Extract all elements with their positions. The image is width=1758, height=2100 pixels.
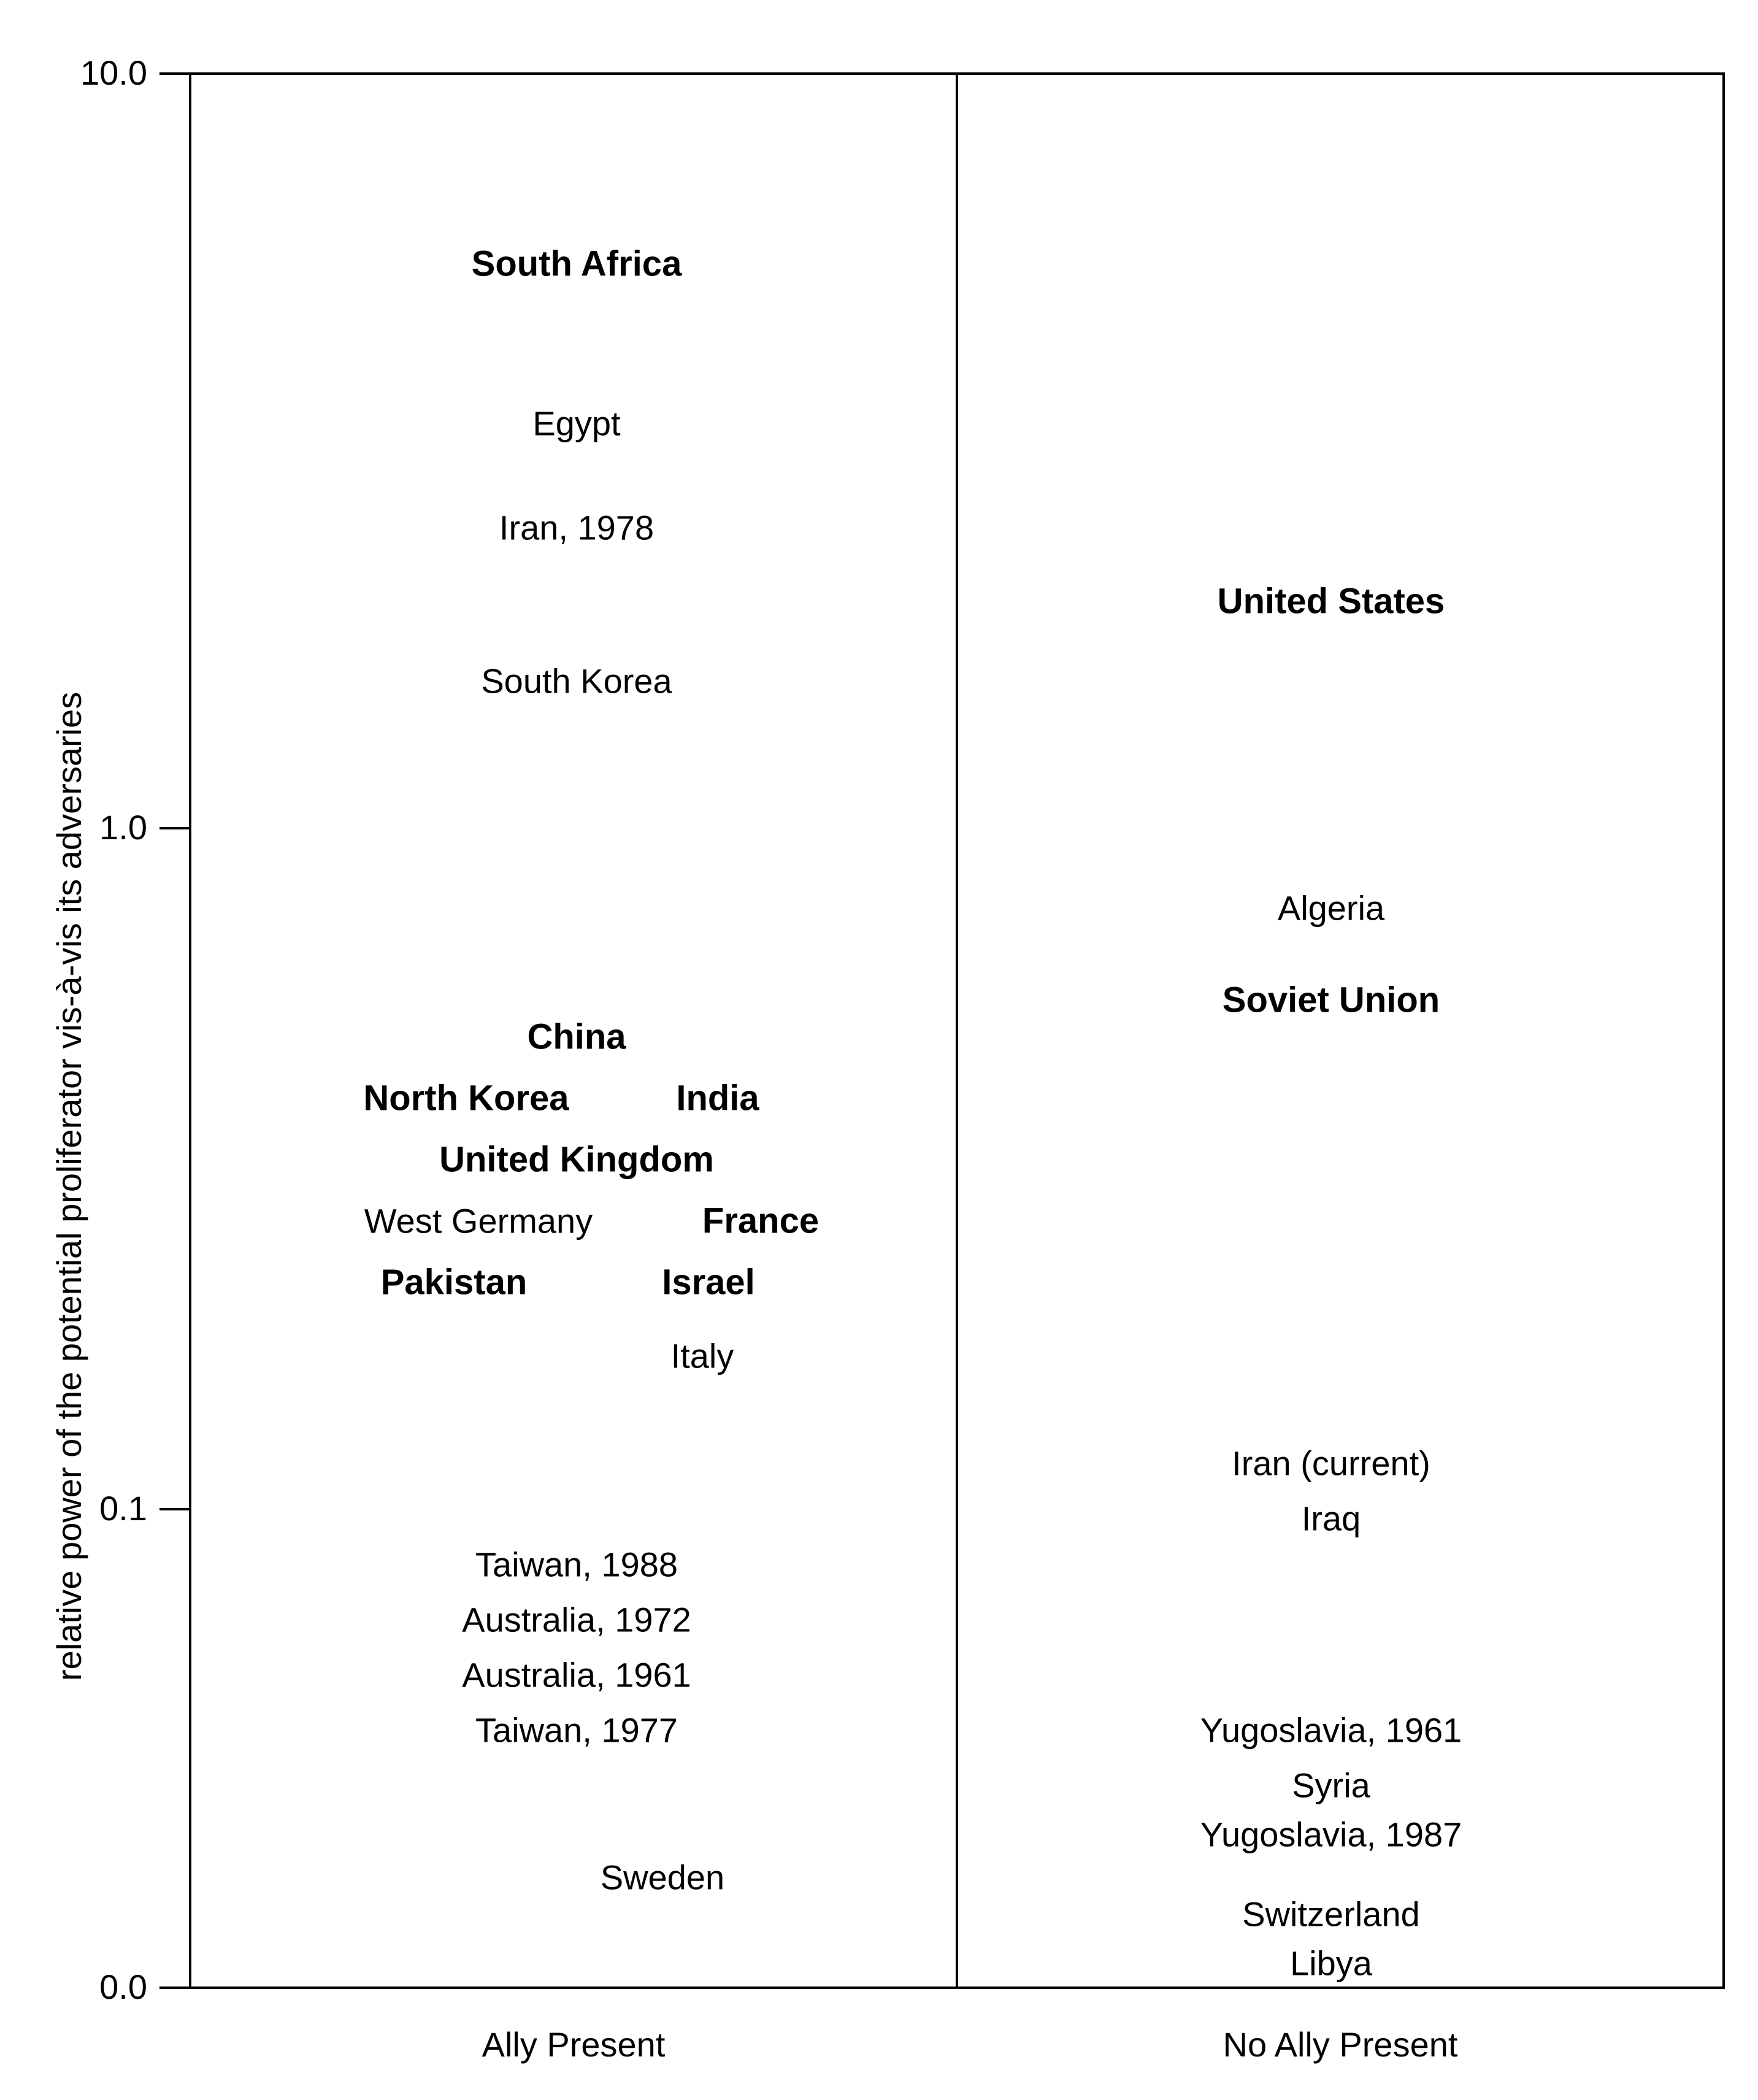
data-point-label: Egypt xyxy=(532,404,620,444)
data-point-label: Libya xyxy=(1290,1944,1372,1983)
data-point-label: Syria xyxy=(1292,1766,1370,1806)
chart-container: relative power of the potential prolifer… xyxy=(0,0,1758,2100)
data-point-label: Iraq xyxy=(1302,1499,1361,1539)
data-point-label: China xyxy=(527,1017,626,1058)
data-point-label: South Africa xyxy=(472,244,682,285)
data-point-label: Algeria xyxy=(1278,888,1384,928)
data-point-label: Taiwan, 1988 xyxy=(475,1545,678,1585)
y-tick-label: 0.0 xyxy=(0,1967,147,2007)
data-point-label: Yugoslavia, 1961 xyxy=(1200,1710,1462,1750)
y-tick-label: 0.1 xyxy=(0,1488,147,1528)
data-point-label: United States xyxy=(1218,581,1445,622)
y-tick-label: 1.0 xyxy=(0,807,147,847)
data-point-label: Italy xyxy=(671,1336,734,1376)
data-point-label: Sweden xyxy=(601,1858,724,1898)
data-point-label: North Korea xyxy=(363,1078,569,1119)
x-category-label: No Ally Present xyxy=(1095,2025,1586,2064)
plot-frame xyxy=(0,0,1758,2100)
data-point-label: India xyxy=(676,1078,759,1119)
data-point-label: Australia, 1961 xyxy=(462,1655,691,1695)
y-tick-label: 10.0 xyxy=(0,53,147,93)
data-point-label: West Germany xyxy=(364,1201,593,1241)
data-point-label: Iran (current) xyxy=(1232,1444,1430,1483)
data-point-label: South Korea xyxy=(481,661,672,701)
data-point-label: Australia, 1972 xyxy=(462,1600,691,1640)
data-point-label: Iran, 1978 xyxy=(499,508,654,548)
data-point-label: France xyxy=(702,1201,819,1242)
data-point-label: Switzerland xyxy=(1242,1894,1419,1934)
data-point-label: Israel xyxy=(662,1262,755,1303)
data-point-label: Soviet Union xyxy=(1223,980,1440,1021)
data-point-label: Taiwan, 1977 xyxy=(475,1710,678,1750)
data-point-label: United Kingdom xyxy=(439,1139,714,1180)
x-category-label: Ally Present xyxy=(328,2025,819,2064)
data-point-label: Yugoslavia, 1987 xyxy=(1200,1815,1462,1855)
data-point-label: Pakistan xyxy=(381,1262,528,1303)
